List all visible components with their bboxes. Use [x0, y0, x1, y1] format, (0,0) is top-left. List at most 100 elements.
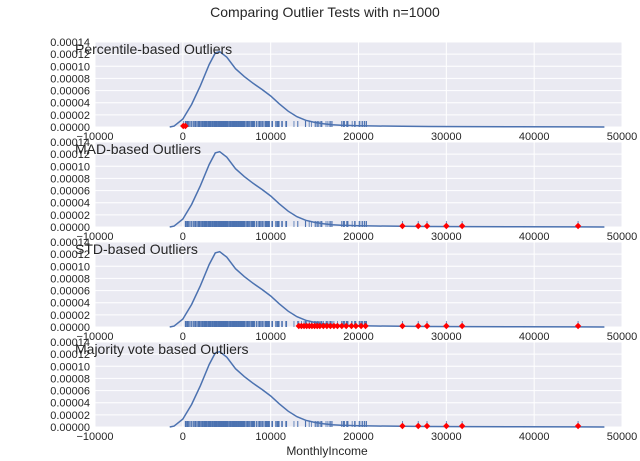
subplot-3: 0.000000.000020.000040.000060.000080.000…: [50, 237, 637, 343]
x-tick-label: 50000: [607, 231, 638, 243]
y-tick-label: 0.00008: [50, 273, 90, 285]
y-tick-label: 0.00006: [50, 86, 90, 98]
outlier-point: [574, 422, 582, 430]
figure-title: Comparing Outlier Tests with n=1000: [210, 4, 440, 20]
x-tick-label: 0: [180, 431, 186, 443]
outlier-point: [357, 322, 365, 330]
y-tick-label: 0.00002: [50, 110, 90, 122]
subplot-2: 0.000000.000020.000040.000060.000080.000…: [50, 137, 637, 243]
subplot-title: STD-based Outliers: [75, 241, 198, 257]
outlier-point: [423, 422, 431, 430]
x-tick-label: 40000: [519, 431, 550, 443]
x-tick-label: 20000: [343, 131, 374, 143]
outlier-point: [423, 222, 431, 230]
outlier-point: [399, 422, 406, 430]
y-tick-label: 0.00000: [50, 122, 90, 134]
x-tick-label: 10000: [255, 331, 286, 343]
outlier-point: [182, 122, 189, 130]
kde-curve: [169, 350, 605, 428]
x-axis-label: MonthlyIncome: [286, 444, 368, 458]
y-tick-label: 0.00012: [50, 49, 90, 61]
outlier-point: [574, 322, 582, 330]
y-tick-label: 0.00010: [50, 261, 90, 273]
subplot-panels: 0.000000.000020.000040.000060.000080.000…: [50, 37, 637, 443]
outlier-point: [343, 322, 350, 330]
outlier-point: [399, 222, 406, 230]
y-tick-label: 0.00010: [50, 61, 90, 73]
y-tick-label: 0.00004: [50, 298, 90, 310]
y-tick-label: 0.00004: [50, 198, 90, 210]
y-tick-label: 0.00014: [50, 237, 90, 249]
y-tick-label: 0.00002: [50, 310, 90, 322]
outlier-point: [443, 422, 450, 430]
x-tick-label: −10000: [76, 131, 113, 143]
outlier-point: [443, 222, 450, 230]
y-tick-label: 0.00006: [50, 386, 90, 398]
x-tick-label: 0: [180, 331, 186, 343]
x-tick-label: 30000: [431, 231, 462, 243]
outlier-point: [338, 322, 346, 330]
x-tick-label: −10000: [76, 331, 113, 343]
x-tick-label: 20000: [343, 231, 374, 243]
x-tick-label: 10000: [255, 131, 286, 143]
x-tick-label: 50000: [607, 331, 638, 343]
outlier-point: [443, 322, 450, 330]
x-tick-label: 30000: [431, 131, 462, 143]
subplot-title: Majority vote based Outliers: [75, 341, 249, 357]
outlier-point: [574, 222, 582, 230]
y-tick-label: 0.00002: [50, 210, 90, 222]
outlier-point: [323, 322, 331, 330]
kde-curve: [169, 50, 605, 128]
x-tick-label: 0: [180, 131, 186, 143]
outlier-point: [415, 422, 422, 430]
y-tick-label: 0.00000: [50, 322, 90, 334]
x-tick-label: 40000: [519, 331, 550, 343]
outlier-point: [423, 322, 431, 330]
outlier-point: [362, 322, 369, 330]
outlier-point: [327, 322, 334, 330]
y-tick-label: 0.00010: [50, 361, 90, 373]
x-tick-label: 50000: [607, 431, 638, 443]
subplot-1: 0.000000.000020.000040.000060.000080.000…: [50, 37, 637, 143]
x-tick-label: 10000: [255, 431, 286, 443]
y-tick-label: 0.00008: [50, 373, 90, 385]
rug-marks: [184, 421, 579, 427]
outlier-point: [458, 222, 466, 230]
x-tick-label: 0: [180, 231, 186, 243]
y-tick-label: 0.00010: [50, 161, 90, 173]
x-tick-label: 40000: [519, 131, 550, 143]
x-tick-label: 30000: [431, 331, 462, 343]
x-tick-label: 20000: [343, 431, 374, 443]
y-tick-label: 0.00000: [50, 422, 90, 434]
subplot-title: Percentile-based Outliers: [75, 41, 232, 57]
outlier-point: [399, 322, 406, 330]
y-tick-label: 0.00006: [50, 186, 90, 198]
outlier-point: [334, 322, 341, 330]
y-tick-label: 0.00012: [50, 249, 90, 261]
y-tick-label: 0.00008: [50, 73, 90, 85]
x-tick-label: 50000: [607, 131, 638, 143]
kde-curve: [169, 150, 605, 228]
x-tick-label: 40000: [519, 231, 550, 243]
y-tick-label: 0.00004: [50, 398, 90, 410]
y-tick-label: 0.00002: [50, 410, 90, 422]
outlier-point: [320, 322, 327, 330]
outlier-point: [415, 322, 422, 330]
x-tick-label: 10000: [255, 231, 286, 243]
y-tick-label: 0.00014: [50, 37, 90, 49]
outlier-point: [330, 322, 338, 330]
subplot-title: MAD-based Outliers: [75, 141, 201, 157]
outlier-point: [458, 422, 466, 430]
outlier-point: [348, 322, 355, 330]
y-tick-label: 0.00014: [50, 337, 90, 349]
outlier-point: [316, 322, 324, 330]
rug-marks: [182, 121, 368, 127]
outlier-point: [458, 322, 466, 330]
y-tick-label: 0.00012: [50, 349, 90, 361]
y-tick-label: 0.00008: [50, 173, 90, 185]
outlier-point: [415, 222, 422, 230]
x-tick-label: 30000: [431, 431, 462, 443]
y-tick-label: 0.00012: [50, 149, 90, 161]
subplot-4: 0.000000.000020.000040.000060.000080.000…: [50, 337, 637, 443]
